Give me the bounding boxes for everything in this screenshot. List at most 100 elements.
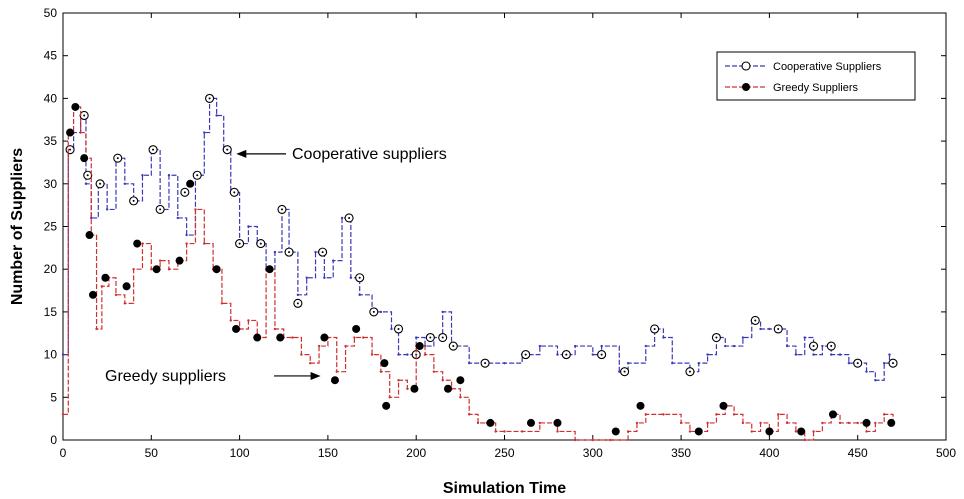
series-marker-center bbox=[69, 148, 72, 151]
data-point bbox=[423, 353, 427, 356]
data-point bbox=[476, 421, 480, 425]
series-marker-center bbox=[296, 302, 299, 305]
data-point bbox=[459, 396, 462, 399]
data-point bbox=[732, 344, 736, 348]
data-point bbox=[379, 370, 383, 373]
series-marker bbox=[320, 333, 329, 342]
data-point bbox=[61, 353, 65, 356]
series-marker-center bbox=[152, 148, 155, 151]
y-tick-label: 15 bbox=[44, 305, 58, 319]
legend-swatch-marker bbox=[741, 61, 751, 71]
data-point bbox=[671, 361, 674, 365]
series-marker-center bbox=[600, 353, 603, 356]
series-marker-center bbox=[524, 353, 527, 356]
series-marker bbox=[212, 265, 221, 274]
data-point bbox=[273, 327, 277, 331]
data-point bbox=[100, 285, 104, 288]
data-point bbox=[573, 438, 577, 442]
data-point bbox=[340, 216, 344, 220]
data-point bbox=[777, 413, 780, 416]
data-point bbox=[79, 131, 82, 134]
data-point bbox=[229, 319, 232, 322]
data-point bbox=[591, 438, 594, 442]
x-tick-label: 50 bbox=[145, 446, 159, 460]
series-greedy bbox=[61, 102, 896, 442]
series-marker bbox=[265, 265, 274, 274]
series-marker-center bbox=[321, 251, 324, 254]
series-marker-center bbox=[132, 199, 135, 202]
data-point bbox=[591, 353, 594, 356]
data-point bbox=[432, 370, 436, 373]
legend-label: Cooperative Suppliers bbox=[773, 61, 882, 73]
arrow-head bbox=[236, 149, 247, 158]
series-marker-center bbox=[183, 191, 186, 194]
series-marker-center bbox=[208, 97, 211, 100]
series-marker bbox=[276, 333, 285, 342]
data-point bbox=[503, 430, 506, 433]
data-point bbox=[415, 336, 418, 339]
annotations: Cooperative suppliers Greedy suppliers bbox=[105, 146, 447, 385]
data-point bbox=[626, 361, 630, 365]
x-tick-label: 0 bbox=[60, 446, 67, 460]
data-point bbox=[358, 293, 361, 297]
data-point bbox=[882, 413, 886, 416]
legend: Cooperative Suppliers Greedy Suppliers bbox=[716, 51, 916, 101]
y-axis-title: Number of Suppliers bbox=[9, 148, 26, 305]
x-tick-label: 500 bbox=[936, 446, 956, 460]
data-point bbox=[635, 421, 639, 425]
series-marker-center bbox=[653, 327, 656, 330]
y-tick-label: 25 bbox=[44, 220, 58, 234]
data-point bbox=[141, 242, 144, 245]
data-point bbox=[90, 216, 93, 220]
series-marker bbox=[553, 418, 562, 427]
x-axis-title: Simulation Time bbox=[443, 480, 566, 497]
x-tick-label: 150 bbox=[318, 446, 338, 460]
series-marker bbox=[887, 418, 896, 427]
y-tick-label: 50 bbox=[44, 6, 58, 20]
data-point bbox=[123, 182, 127, 185]
data-point bbox=[397, 379, 400, 382]
series-marker-center bbox=[484, 362, 487, 365]
series-marker-center bbox=[358, 276, 361, 279]
data-point bbox=[882, 361, 886, 365]
series-marker-center bbox=[812, 345, 815, 348]
series-marker-center bbox=[754, 319, 757, 322]
data-point bbox=[609, 438, 612, 442]
data-point bbox=[865, 370, 868, 373]
series-marker bbox=[85, 231, 94, 240]
series-marker bbox=[636, 401, 645, 410]
data-point bbox=[644, 413, 647, 416]
data-point bbox=[618, 370, 621, 373]
data-point bbox=[114, 293, 118, 297]
data-point bbox=[141, 174, 144, 177]
data-point bbox=[847, 361, 851, 365]
data-point bbox=[759, 421, 762, 425]
data-point bbox=[741, 336, 745, 339]
data-point bbox=[794, 430, 798, 433]
data-point bbox=[715, 413, 718, 416]
data-point bbox=[335, 370, 338, 373]
data-point bbox=[370, 353, 374, 356]
series-marker bbox=[828, 410, 837, 419]
series-marker-center bbox=[452, 345, 455, 348]
data-point bbox=[247, 319, 250, 322]
series-marker bbox=[101, 273, 110, 282]
data-point bbox=[194, 208, 197, 211]
series-marker-center bbox=[259, 242, 262, 245]
series-marker-center bbox=[777, 327, 780, 330]
series-marker-center bbox=[280, 208, 283, 211]
data-point bbox=[317, 344, 321, 348]
annotation-text: Greedy suppliers bbox=[105, 368, 226, 385]
series-marker bbox=[694, 427, 703, 436]
y-tick-label: 40 bbox=[44, 91, 58, 105]
data-point bbox=[349, 276, 353, 279]
data-point bbox=[185, 233, 188, 237]
x-tick-label: 350 bbox=[671, 446, 691, 460]
data-point bbox=[732, 413, 736, 416]
legend-box bbox=[716, 51, 916, 101]
x-tick-label: 200 bbox=[406, 446, 426, 460]
data-point bbox=[390, 327, 393, 331]
series-marker-center bbox=[116, 157, 119, 160]
data-point bbox=[441, 310, 444, 314]
data-point bbox=[573, 344, 577, 348]
